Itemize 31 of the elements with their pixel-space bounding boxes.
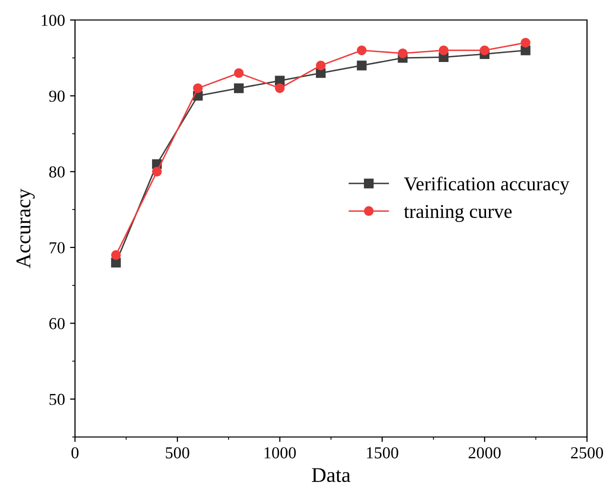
x-tick-label: 500 xyxy=(166,447,190,458)
point xyxy=(316,60,326,70)
x-tick-label: 2000 xyxy=(468,447,501,458)
y-tick-label: 80 xyxy=(49,166,65,178)
x-tick-label: 1000 xyxy=(264,447,296,458)
y-tick-label: 90 xyxy=(49,90,65,102)
point xyxy=(234,68,244,78)
point xyxy=(438,45,448,56)
x-tick-label: 1500 xyxy=(367,447,398,458)
point xyxy=(152,166,162,176)
point xyxy=(274,83,285,94)
point xyxy=(111,250,121,260)
point xyxy=(111,258,121,268)
point xyxy=(193,83,203,94)
legend-label: Verification accuracy xyxy=(404,176,570,194)
y-tick-label: 100 xyxy=(42,14,65,26)
point xyxy=(520,45,530,56)
point xyxy=(356,60,367,70)
legend-label: training curve xyxy=(404,204,512,222)
point xyxy=(520,38,530,48)
y-axis-title: Accuracy xyxy=(16,188,35,268)
y-tick-label: 50 xyxy=(50,394,65,406)
point xyxy=(234,83,244,94)
x-tick-label: 2500 xyxy=(571,447,604,458)
x-axis-title: Data xyxy=(312,468,350,482)
y-tick-label: 70 xyxy=(50,242,65,254)
point xyxy=(356,45,367,56)
point xyxy=(480,45,490,56)
point xyxy=(398,48,408,58)
y-tick-label: 60 xyxy=(49,318,65,330)
x-tick-label: 0 xyxy=(71,447,79,458)
